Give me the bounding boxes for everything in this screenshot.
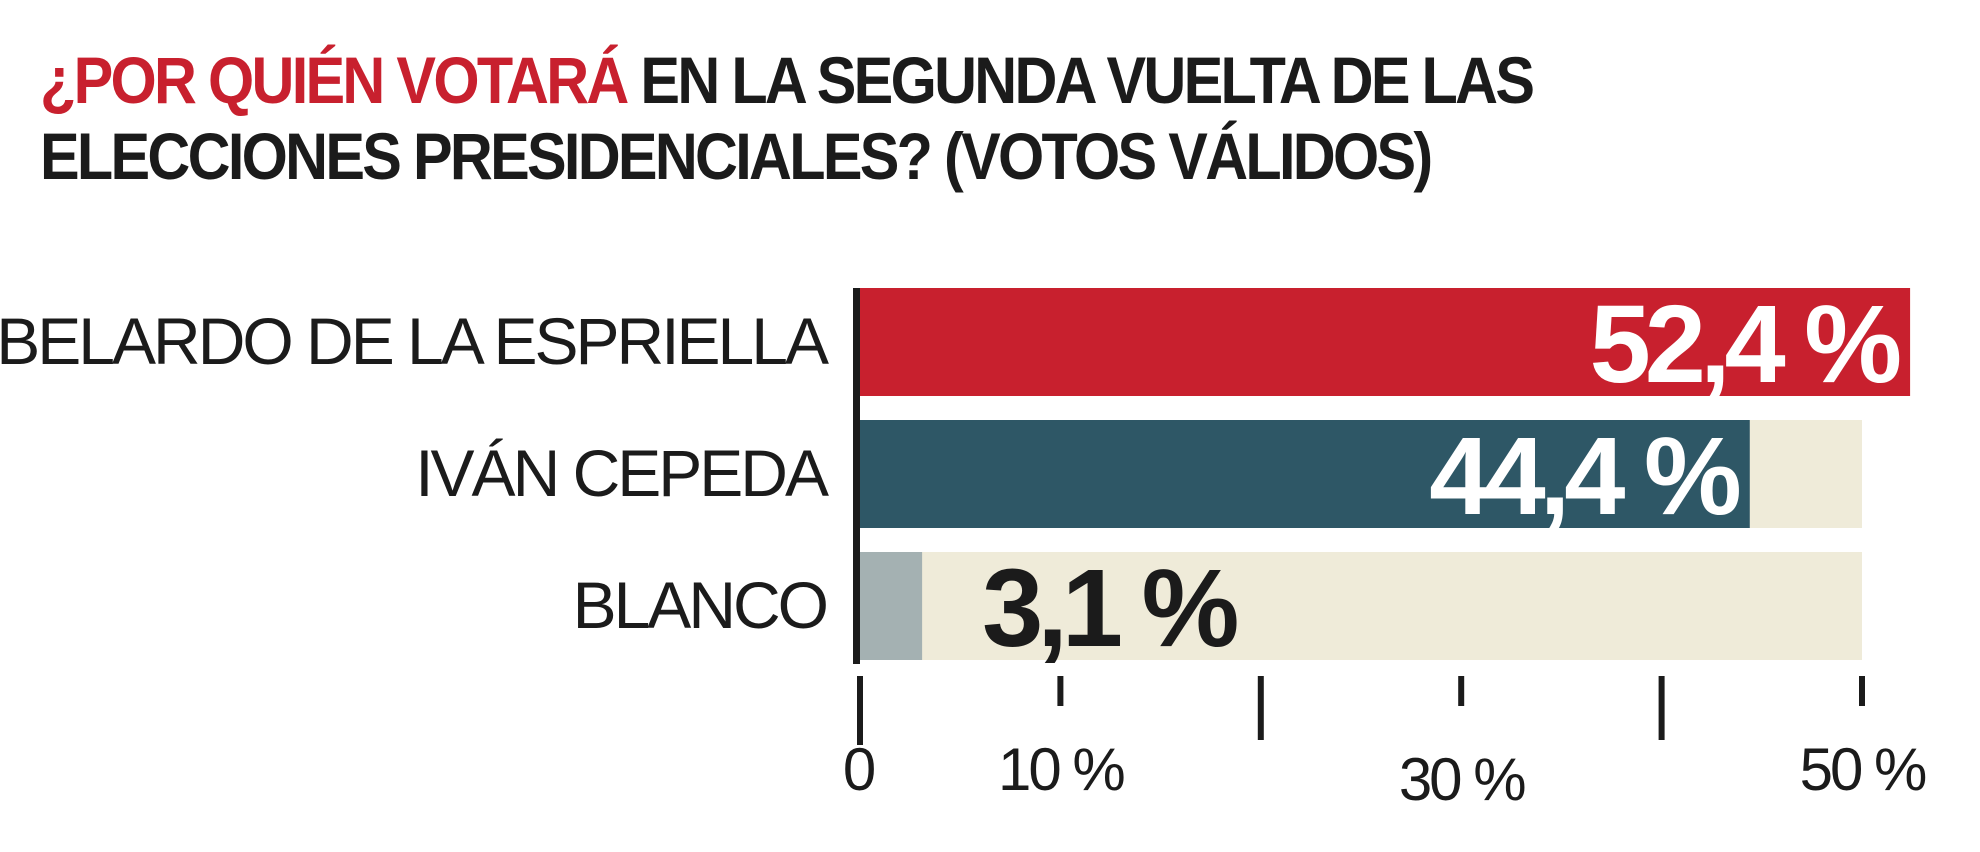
bar <box>860 288 1911 396</box>
category-label: IVÁN CEPEDA <box>415 436 829 510</box>
category-label: ABELARDO DE LA ESPRIELLA <box>0 304 829 378</box>
bar-track <box>860 552 1862 660</box>
tick-label: 10 % <box>998 736 1124 803</box>
chart-title: ¿POR QUIÉN VOTARÁ EN LA SEGUNDA VUELTA D… <box>40 42 1570 194</box>
axis-baseline <box>853 288 860 664</box>
tick-label: 50 % <box>1800 736 1926 803</box>
title-highlight: ¿POR QUIÉN VOTARÁ <box>40 43 629 117</box>
value-label: 52,4 % <box>1590 283 1900 406</box>
category-label: BLANCO <box>573 568 827 642</box>
value-label: 44,4 % <box>1429 415 1739 538</box>
tick-label: 30 % <box>1399 746 1525 813</box>
value-label: 3,1 % <box>982 547 1236 670</box>
bar <box>860 552 923 660</box>
title-rest: EN LA SEGUNDA VUELTA DE LAS ELECCIONES P… <box>40 43 1535 193</box>
bar <box>860 420 1750 528</box>
tick-label: 0 <box>843 736 875 803</box>
